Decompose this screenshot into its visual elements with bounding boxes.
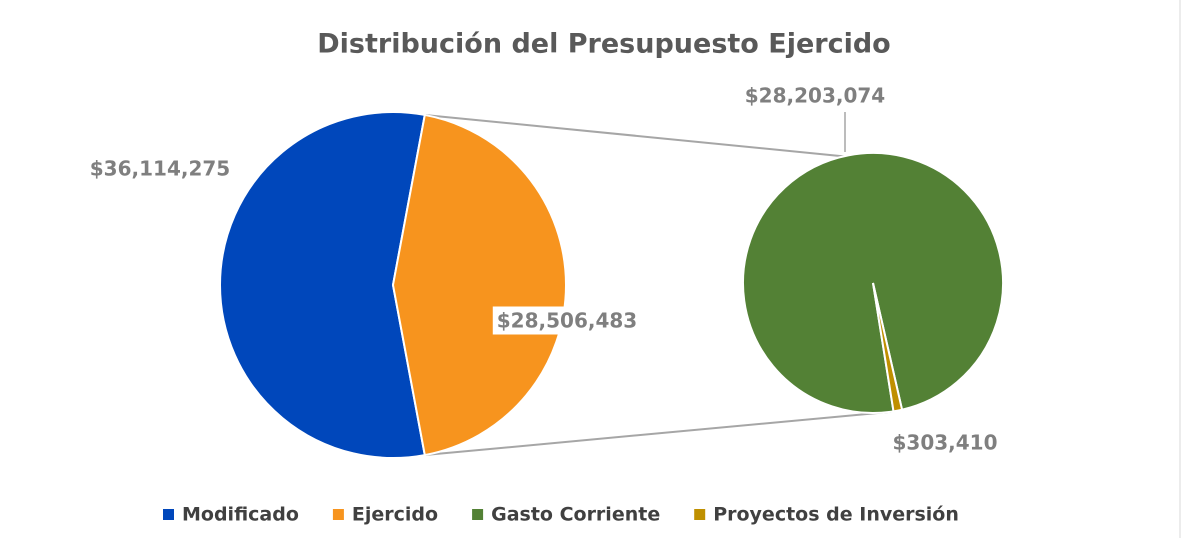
legend-swatch (332, 509, 344, 520)
legend-swatch (694, 509, 706, 520)
legend-label: Modificado (182, 504, 299, 526)
pie-slice (872, 282, 904, 413)
legend-swatch (472, 509, 484, 520)
chart-title: Distribución del Presupuesto Ejercido (317, 29, 890, 60)
legend-label: Gasto Corriente (491, 504, 660, 526)
data-label: $36,114,275 (90, 157, 230, 181)
connector-line (424, 113, 844, 158)
connector-line (424, 410, 892, 457)
label-background (492, 306, 642, 335)
legend-label: Ejercido (352, 504, 438, 526)
legend-label: Proyectos de Inversión (713, 504, 959, 526)
data-label: $28,506,483 (497, 309, 637, 333)
pie-slice (391, 113, 567, 457)
data-label: $28,203,074 (745, 84, 885, 108)
pie-slice (218, 111, 426, 459)
data-label: $303,410 (892, 431, 997, 455)
legend-swatch (163, 509, 174, 520)
